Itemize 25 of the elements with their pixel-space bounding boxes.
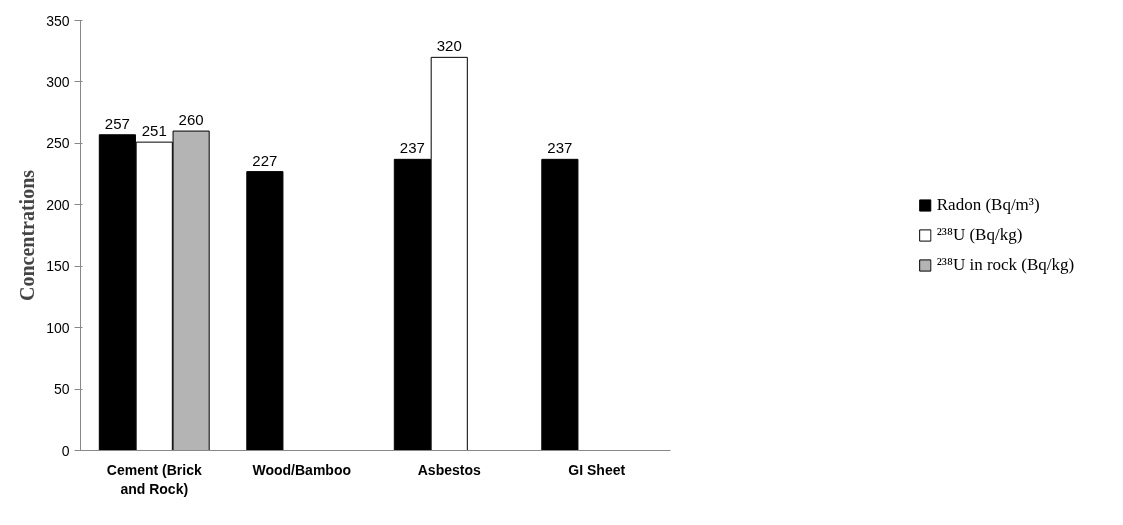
y-tick-label: 0 [61, 442, 70, 459]
data-label: 227 [252, 151, 278, 169]
x-tick-label: Cement (Brick and Rock) [106, 461, 202, 497]
bar [246, 171, 284, 451]
data-label: 237 [547, 139, 573, 157]
y-tick-label: 100 [46, 319, 70, 336]
x-tick-label: Asbestos [417, 461, 481, 478]
data-label: 320 [436, 37, 462, 55]
y-axis-title: Concentrations [16, 169, 39, 302]
legend-label: ²³⁸U (Bq/kg) [936, 225, 1023, 245]
y-tick-label: 200 [46, 196, 70, 213]
y-tick-label: 250 [46, 135, 70, 152]
y-tick-label: 300 [46, 73, 70, 90]
y-tick-label: 350 [46, 12, 70, 29]
data-label: 251 [141, 122, 167, 140]
y-tick-label: 150 [46, 258, 70, 275]
legend-label: ²³⁸U in rock (Bq/kg) [936, 255, 1075, 275]
data-label: 260 [178, 111, 204, 129]
bar [541, 158, 579, 451]
data-label: 257 [104, 114, 130, 132]
x-tick-label: Wood/Bamboo [252, 461, 352, 478]
x-tick-label: GI Sheet [568, 461, 626, 478]
data-label: 237 [399, 139, 425, 157]
legend-label: Radon (Bq/m³) [936, 195, 1040, 215]
y-tick-label: 50 [53, 381, 70, 398]
